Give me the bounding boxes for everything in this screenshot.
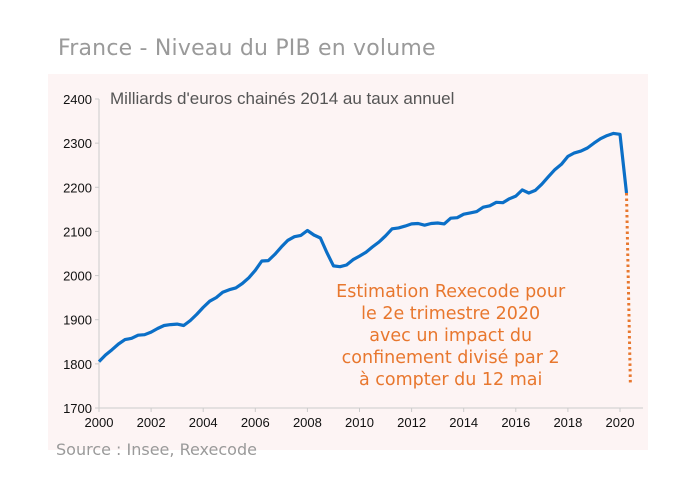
y-tick-label: 1900 bbox=[63, 313, 92, 328]
x-tick-label: 2006 bbox=[241, 415, 270, 430]
x-tick-label: 2020 bbox=[606, 415, 635, 430]
y-ticks: 1700 1800 1900 2000 2100 2200 2300 2400 bbox=[63, 92, 99, 416]
x-tick-label: 2002 bbox=[137, 415, 166, 430]
x-tick-label: 2012 bbox=[397, 415, 426, 430]
annotation-line: confinement divisé par 2 bbox=[342, 348, 560, 368]
x-tick-label: 2014 bbox=[449, 415, 478, 430]
gdp-line bbox=[97, 131, 629, 363]
y-tick-label: 1800 bbox=[63, 357, 92, 372]
x-tick-label: 2016 bbox=[501, 415, 530, 430]
annotation-line: le 2e trimestre 2020 bbox=[361, 304, 540, 324]
annotation-line: Estimation Rexecode pour bbox=[336, 282, 566, 302]
y-tick-label: 2000 bbox=[63, 269, 92, 284]
annotation-line: avec un impact du bbox=[369, 326, 532, 346]
y-tick-label: 2400 bbox=[63, 92, 92, 107]
chart-subtitle: Milliards d'euros chainés 2014 au taux a… bbox=[110, 89, 454, 108]
y-tick-label: 1700 bbox=[63, 401, 92, 416]
annotation-line: à compter du 12 mai bbox=[359, 370, 542, 390]
y-tick-label: 2100 bbox=[63, 224, 92, 239]
x-tick-label: 2018 bbox=[553, 415, 582, 430]
x-tick-label: 2008 bbox=[293, 415, 322, 430]
chart-title: France - Niveau du PIB en volume bbox=[58, 36, 436, 61]
x-tick-label: 2004 bbox=[189, 415, 218, 430]
y-tick-label: 2300 bbox=[63, 136, 92, 151]
estimate-dotted-line bbox=[625, 192, 632, 386]
y-tick-label: 2200 bbox=[63, 180, 92, 195]
x-tick-label: 2010 bbox=[345, 415, 374, 430]
series-group bbox=[97, 131, 632, 386]
x-ticks: 2000 2002 2004 2006 2008 2010 2012 2014 2016 2018… bbox=[85, 408, 635, 430]
source-note: Source : Insee, Rexecode bbox=[56, 440, 257, 459]
x-tick-label: 2000 bbox=[85, 415, 114, 430]
